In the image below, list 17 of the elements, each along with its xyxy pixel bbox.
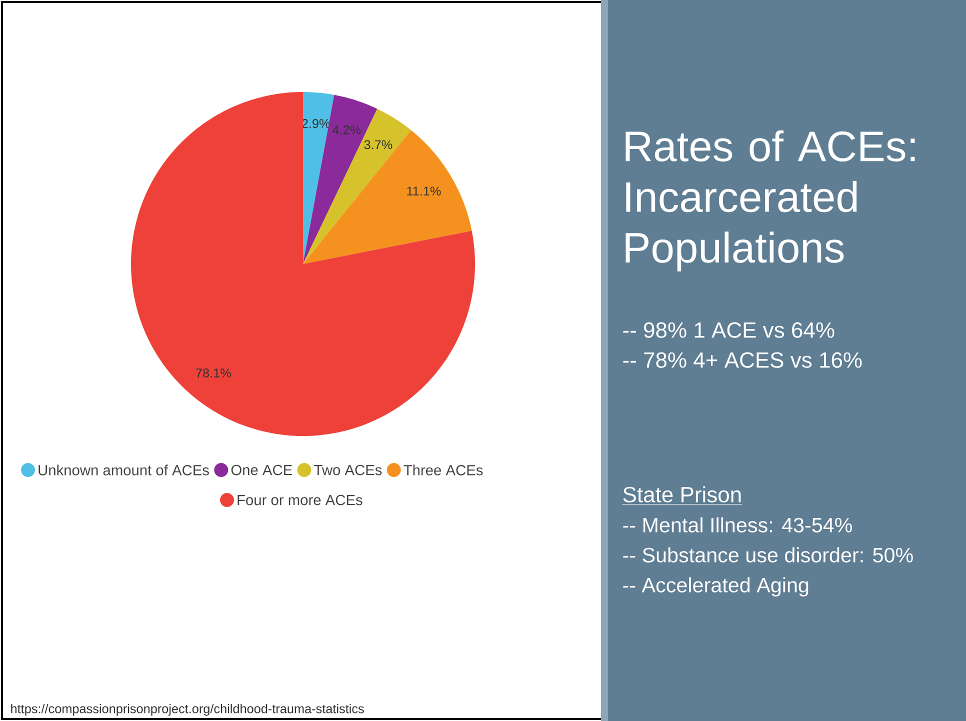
data-label: 11.1%: [407, 186, 441, 196]
data-label: 4.2%: [332, 125, 361, 134]
data-label: 78.1%: [196, 368, 231, 378]
text: Rates of ACEs: Incarcerated Populations: [626, 130, 915, 272]
text: -- 78% 4+ ACES vs 16%: [623, 352, 862, 368]
text: -- Substance use disorder: 50%: [623, 547, 913, 562]
data-label: 3.7%: [364, 140, 392, 150]
text: State Prison: [623, 486, 741, 502]
legend-label: Two ACEs: [314, 464, 382, 476]
text: -- Mental Illness: 43-54%: [623, 517, 852, 532]
legend-label: Unknown amount of ACEs: [38, 464, 209, 476]
text: https://compassionprisonproject.org/childhood-trauma-statistics: [11, 704, 364, 716]
legend-label: One ACE: [231, 464, 292, 476]
legend-label: Four or more ACEs: [238, 494, 362, 506]
text: -- 98% 1 ACE vs 64%: [623, 322, 834, 338]
legend-label: Three ACEs: [404, 464, 483, 476]
text: -- Accelerated Aging: [623, 577, 808, 597]
